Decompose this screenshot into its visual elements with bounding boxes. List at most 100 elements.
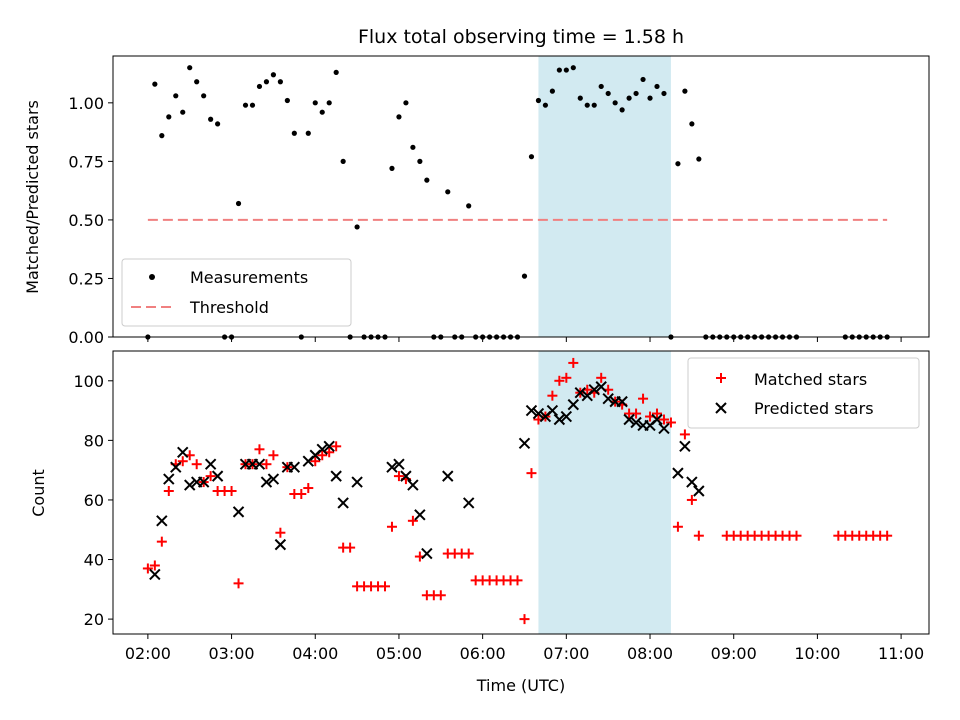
measurement-point (215, 121, 221, 127)
measurement-point (410, 144, 416, 150)
matched-star-point (345, 542, 356, 553)
bottom-legend-box (687, 357, 920, 429)
top-y-axis-title: Matched/Predicted stars (23, 100, 42, 294)
matched-star-point (156, 536, 167, 547)
predicted-star-point (386, 461, 398, 473)
matched-star-point (561, 372, 572, 383)
measurement-point (549, 88, 555, 94)
measurement-point (661, 90, 667, 97)
matched-star-point (177, 456, 188, 467)
x-tick-label: 11:00 (878, 644, 924, 663)
measurement-point (598, 83, 604, 90)
measurement-point (166, 114, 172, 120)
predicted-star-point (567, 398, 580, 411)
predicted-star-point (672, 467, 684, 479)
matched-star-point (149, 560, 160, 571)
measurement-point (675, 161, 681, 167)
matched-star-point (303, 483, 314, 494)
top-shaded-region (538, 56, 671, 337)
bottom-shaded-region (538, 351, 671, 634)
top-plot-frame (112, 55, 930, 338)
predicted-star-point (518, 437, 531, 450)
predicted-star-point (623, 413, 635, 426)
matched-star-point (882, 530, 893, 541)
x-tick-label: 04:00 (292, 644, 338, 663)
measurement-point (270, 72, 277, 78)
top-panel: 0.00 0.25 0.50 0.75 1.00 Matched/Predicted s… (23, 55, 930, 347)
matched-star-point (463, 548, 474, 559)
y-tick-label: 0.75 (68, 152, 104, 171)
predicted-star-point (525, 404, 538, 417)
matched-star-point (658, 414, 669, 425)
predicted-star-point (337, 497, 349, 509)
measurement-point (256, 83, 263, 90)
measurement-point (612, 100, 618, 106)
measurement-point (305, 130, 311, 136)
matched-star-point (679, 429, 690, 440)
matched-star-point (791, 530, 802, 541)
predicted-star-point (400, 470, 412, 482)
measurement-point (654, 83, 660, 90)
predicted-star-point (184, 479, 196, 491)
matched-star-point (665, 417, 676, 428)
x-axis-title: Time (UTC) (476, 676, 565, 695)
x-tick-label: 05:00 (376, 644, 422, 663)
measurement-point (284, 97, 290, 104)
predicted-star-point (156, 515, 168, 527)
predicted-star-point (260, 476, 273, 488)
matched-star-point (526, 468, 537, 479)
predicted-star-point (686, 476, 698, 488)
predicted-star-point (658, 422, 670, 435)
predicted-star-point (211, 470, 224, 482)
matched-star-point (519, 614, 530, 625)
measurement-point (535, 97, 542, 104)
y-tick-label: 0.50 (68, 211, 104, 230)
measurement-point (563, 67, 569, 73)
bottom-yticks: 20 40 60 80 100 (73, 372, 113, 629)
matched-star-point (547, 390, 558, 401)
measurement-point (605, 90, 611, 97)
measurement-point (159, 133, 165, 139)
measurement-point (194, 79, 200, 85)
y-tick-label: 20 (84, 610, 104, 629)
top-legend-box (121, 258, 352, 327)
measurement-point (354, 224, 360, 230)
measurement-point (445, 189, 451, 195)
measurement-point (326, 100, 332, 106)
predicted-star-point (630, 416, 642, 429)
predicted-star-point (170, 461, 182, 473)
measurement-point (417, 158, 423, 164)
measurement-point (528, 154, 535, 160)
predicted-star-point (560, 410, 573, 423)
legend-predicted-label: Predicted stars (754, 399, 874, 418)
predicted-star-point (693, 485, 705, 497)
measurement-point (173, 93, 179, 99)
predicted-star-point (149, 568, 161, 581)
matched-star-point (686, 494, 697, 505)
measurement-point (542, 102, 549, 108)
matched-star-point (554, 375, 565, 386)
matched-star-point (205, 471, 216, 482)
measurement-point (466, 203, 472, 209)
predicted-star-point (616, 395, 628, 408)
measurement-point (403, 100, 409, 106)
legend-matched-label: Matched stars (754, 370, 867, 389)
measurement-point (249, 102, 256, 108)
measurement-point (584, 102, 590, 108)
predicted-star-point (574, 386, 586, 399)
predicted-stars-points (149, 381, 705, 581)
y-tick-label: 100 (73, 372, 104, 391)
predicted-star-point (163, 473, 175, 485)
measurement-point (682, 88, 688, 94)
y-tick-label: 40 (84, 551, 104, 570)
matched-star-point (435, 590, 446, 601)
measurement-point (647, 95, 653, 101)
bottom-plot-frame (112, 350, 930, 635)
measurement-point (521, 273, 528, 279)
predicted-star-point (232, 506, 245, 518)
predicted-star-point (351, 476, 363, 488)
measurement-point (208, 116, 214, 122)
legend-predicted-marker (715, 402, 727, 414)
matched-star-point (254, 444, 265, 455)
measurement-point (340, 158, 346, 164)
